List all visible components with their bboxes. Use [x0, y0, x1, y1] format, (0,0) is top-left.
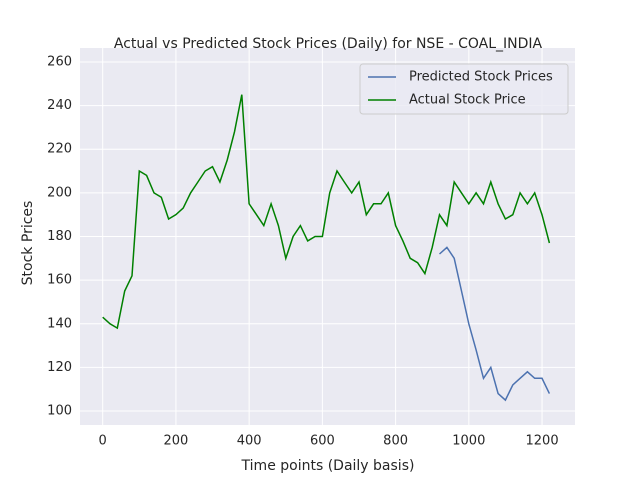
- x-tick-label: 1200: [526, 434, 559, 449]
- x-tick-label: 0: [99, 434, 107, 449]
- chart-title: Actual vs Predicted Stock Prices (Daily)…: [114, 36, 543, 52]
- y-tick-label: 160: [47, 273, 72, 288]
- legend-label: Actual Stock Price: [409, 93, 526, 108]
- x-tick-label: 800: [383, 434, 408, 449]
- legend: Predicted Stock Prices Actual Stock Price: [359, 63, 569, 115]
- lines: [102, 94, 551, 402]
- y-axis-label: Stock Prices: [20, 201, 36, 286]
- y-tick-label: 200: [47, 185, 72, 200]
- y-tick-label: 100: [47, 404, 72, 419]
- x-tick-label: 200: [164, 434, 189, 449]
- y-tick-label: 180: [47, 229, 72, 244]
- grid: 100 120 140 160 180 200 220 240 260 0 200 400 600 800…: [47, 48, 575, 449]
- y-tick-label: 120: [47, 360, 72, 375]
- x-tick-label: 1000: [452, 434, 485, 449]
- y-tick-label: 260: [47, 54, 72, 69]
- series-line: [102, 94, 551, 330]
- x-tick-label: 400: [237, 434, 262, 449]
- y-tick-label: 240: [47, 98, 72, 113]
- legend-box: [359, 63, 569, 115]
- y-tick-label: 220: [47, 142, 72, 157]
- y-tick-label: 140: [47, 316, 72, 331]
- legend-label: Predicted Stock Prices: [409, 70, 553, 85]
- x-tick-label: 600: [310, 434, 335, 449]
- series-line: [439, 246, 551, 402]
- x-axis-label: Time points (Daily basis): [241, 458, 415, 474]
